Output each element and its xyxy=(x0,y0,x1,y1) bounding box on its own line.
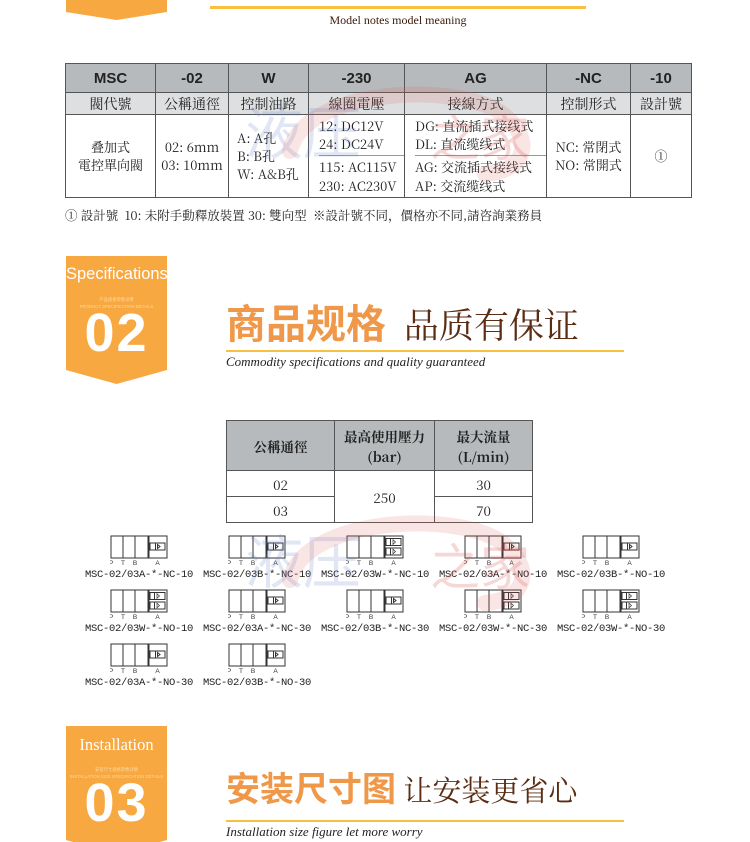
svg-text:P: P xyxy=(464,560,467,567)
svg-text:B: B xyxy=(369,560,373,567)
svg-text:P: P xyxy=(228,614,231,621)
svg-text:B: B xyxy=(251,668,255,675)
svg-text:A: A xyxy=(273,560,278,567)
svg-text:B: B xyxy=(487,560,491,567)
svg-text:P: P xyxy=(346,560,349,567)
svg-text:B: B xyxy=(133,560,137,567)
svg-text:A: A xyxy=(509,560,514,567)
svg-text:A: A xyxy=(155,614,160,621)
svg-text:T: T xyxy=(475,614,479,621)
svg-text:T: T xyxy=(357,560,361,567)
svg-text:B: B xyxy=(251,560,255,567)
svg-text:T: T xyxy=(121,614,125,621)
svg-text:A: A xyxy=(155,560,160,567)
svg-text:T: T xyxy=(239,668,243,675)
svg-text:B: B xyxy=(369,614,373,621)
svg-text:A: A xyxy=(273,614,278,621)
svg-text:P: P xyxy=(346,614,349,621)
svg-text:P: P xyxy=(228,560,231,567)
svg-text:P: P xyxy=(110,668,113,675)
svg-text:B: B xyxy=(605,614,609,621)
svg-text:B: B xyxy=(605,560,609,567)
svg-text:B: B xyxy=(133,614,137,621)
svg-text:B: B xyxy=(133,668,137,675)
svg-text:P: P xyxy=(582,560,585,567)
svg-text:A: A xyxy=(509,614,514,621)
svg-text:B: B xyxy=(487,614,491,621)
svg-text:B: B xyxy=(251,614,255,621)
svg-text:P: P xyxy=(582,614,585,621)
svg-text:T: T xyxy=(357,614,361,621)
svg-text:T: T xyxy=(593,614,597,621)
svg-text:A: A xyxy=(391,614,396,621)
svg-text:T: T xyxy=(593,560,597,567)
svg-text:A: A xyxy=(627,560,632,567)
svg-text:T: T xyxy=(239,614,243,621)
svg-text:A: A xyxy=(273,668,278,675)
svg-text:A: A xyxy=(155,668,160,675)
svg-text:A: A xyxy=(627,614,632,621)
svg-text:P: P xyxy=(464,614,467,621)
svg-text:T: T xyxy=(121,668,125,675)
svg-text:T: T xyxy=(475,560,479,567)
svg-text:P: P xyxy=(228,668,231,675)
svg-text:T: T xyxy=(239,560,243,567)
svg-text:P: P xyxy=(110,614,113,621)
svg-text:P: P xyxy=(110,560,113,567)
svg-text:A: A xyxy=(391,560,396,567)
svg-text:T: T xyxy=(121,560,125,567)
